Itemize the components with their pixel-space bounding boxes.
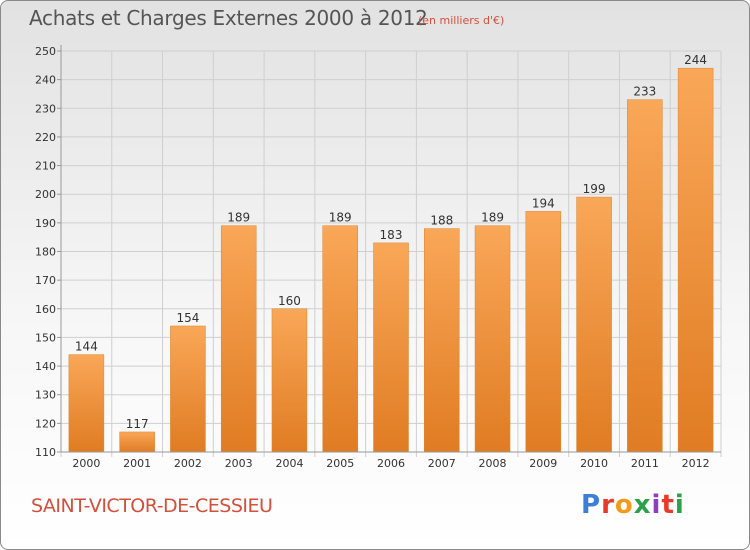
y-tick-label: 190 — [35, 217, 56, 230]
logo-letter: i — [651, 490, 662, 520]
bar-value-label: 189 — [481, 211, 504, 225]
x-tick-label: 2001 — [123, 457, 151, 470]
bar — [220, 225, 257, 453]
bar-value-label: 233 — [633, 85, 656, 99]
x-tick-label: 2008 — [479, 457, 507, 470]
bar-value-label: 189 — [227, 211, 250, 225]
x-tick-label: 2007 — [428, 457, 456, 470]
logo-letter: i — [674, 490, 685, 520]
bar-value-label: 188 — [430, 214, 453, 228]
y-tick-label: 180 — [35, 246, 56, 259]
proxiti-logo: Proxiti — [581, 490, 685, 520]
bar-value-label: 189 — [329, 211, 352, 225]
bar — [119, 431, 155, 453]
bar-value-label: 160 — [278, 294, 301, 308]
chart-title: Achats et Charges Externes 2000 à 2012 — [29, 6, 428, 30]
bar — [474, 225, 511, 453]
bar — [373, 242, 409, 453]
bar — [322, 225, 358, 453]
bar — [576, 196, 612, 453]
logo-letter: o — [614, 490, 634, 520]
x-tick-label: 2000 — [72, 457, 100, 470]
y-tick-label: 230 — [35, 102, 56, 115]
bar-value-label: 154 — [176, 311, 199, 325]
bar — [271, 308, 308, 453]
bar — [525, 211, 562, 453]
bar-value-label: 183 — [380, 228, 403, 242]
bars: 144 117 154 189 160 189 183 188 189 194 199 233 244 — [68, 53, 714, 453]
logo-letter: r — [601, 490, 615, 520]
bar-value-label: 194 — [532, 196, 555, 210]
bar-value-label: 144 — [75, 340, 98, 354]
x-tick-label: 2003 — [225, 457, 253, 470]
y-tick-label: 130 — [35, 389, 56, 402]
y-tick-label: 220 — [35, 131, 56, 144]
y-tick-label: 240 — [35, 74, 56, 87]
bar-value-label: 244 — [684, 53, 707, 67]
x-tick-label: 2006 — [377, 457, 405, 470]
bar-value-label: 117 — [126, 417, 149, 431]
logo-letter: t — [661, 490, 675, 520]
y-tick-label: 150 — [35, 331, 56, 344]
x-tick-label: 2012 — [682, 457, 710, 470]
bar — [677, 67, 714, 453]
chart-subtitle: (en milliers d'€) — [418, 14, 505, 27]
x-tick-label: 2004 — [275, 457, 303, 470]
y-tick-label: 110 — [35, 446, 56, 459]
y-tick-label: 120 — [35, 417, 56, 430]
x-tick-label: 2009 — [529, 457, 557, 470]
bar-value-label: 199 — [583, 182, 606, 196]
y-tick-label: 140 — [35, 360, 56, 373]
logo-letter: x — [633, 490, 652, 520]
y-tick-label: 170 — [35, 274, 56, 287]
bar — [170, 325, 206, 453]
y-tick-label: 210 — [35, 160, 56, 173]
commune-name: SAINT-VICTOR-DE-CESSIEU — [31, 495, 273, 517]
y-tick-label: 200 — [35, 188, 56, 201]
bar — [68, 354, 105, 453]
x-tick-label: 2002 — [174, 457, 202, 470]
bar — [627, 99, 663, 453]
logo-letter: P — [581, 490, 602, 520]
y-tick-label: 250 — [35, 45, 56, 58]
y-tick-label: 160 — [35, 303, 56, 316]
axes: 110 120 130 140 150 160 170 180 190 200 210 220 230 2… — [35, 45, 721, 470]
x-tick-label: 2010 — [580, 457, 608, 470]
x-tick-label: 2011 — [631, 457, 659, 470]
x-tick-label: 2005 — [326, 457, 354, 470]
bar — [424, 228, 460, 453]
